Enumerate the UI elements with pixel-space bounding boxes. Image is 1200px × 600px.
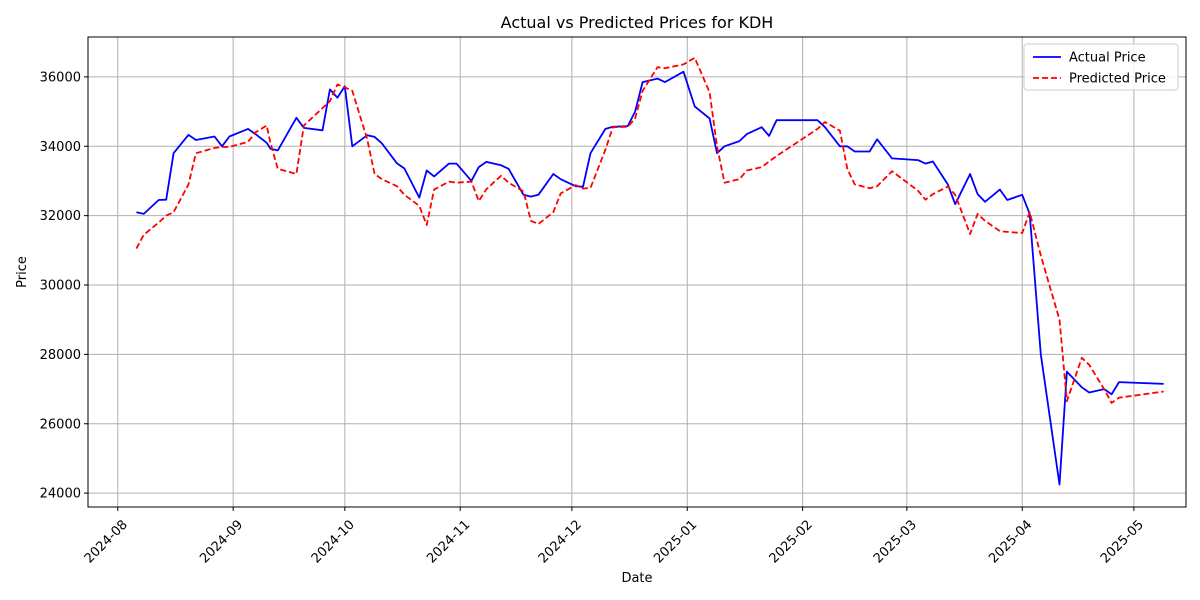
series-lines: [135, 56, 1164, 486]
series-line-predicted: [135, 56, 1164, 404]
y-tick-label: 36000: [40, 70, 81, 85]
legend-label: Predicted Price: [1069, 72, 1166, 87]
legend-frame: [1023, 43, 1179, 91]
chart-title: Actual vs Predicted Prices for KDH: [501, 13, 774, 32]
x-axis-label: Date: [621, 571, 652, 586]
y-tick-label: 34000: [40, 140, 81, 155]
grid: [88, 37, 1186, 507]
series-line-actual: [136, 70, 1164, 486]
y-tick-label: 28000: [40, 348, 81, 363]
y-axis-label: Price: [15, 256, 30, 288]
y-tick-label: 32000: [40, 209, 81, 224]
legend: Actual Price Predicted Price: [1023, 43, 1179, 91]
y-tick-label: 26000: [40, 417, 81, 432]
y-tick-label: 24000: [40, 487, 81, 502]
plot-area-frame: [87, 36, 1187, 508]
y-tick-label: 30000: [40, 279, 81, 294]
legend-label: Actual Price: [1069, 51, 1146, 66]
